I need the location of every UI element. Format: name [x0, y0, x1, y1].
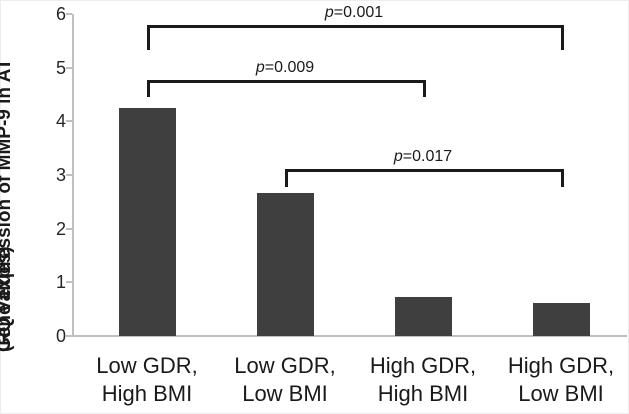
y-tick-label: 0: [55, 326, 66, 346]
bracket-1-left-drop: [147, 80, 150, 98]
category-label-line: Low BMI: [242, 381, 328, 406]
p-value-label-0: p=0.001: [324, 3, 384, 21]
category-label-line: Low BMI: [518, 381, 604, 406]
category-label-3: High GDR, Low BMI: [476, 352, 629, 408]
category-label-line: High BMI: [377, 381, 469, 406]
bracket-2-hline: [285, 168, 564, 172]
category-label-line: Low GDR,: [96, 353, 198, 378]
bar-1: [256, 192, 314, 336]
p-italic: p: [255, 59, 265, 76]
bracket-0-hline: [147, 24, 564, 28]
bracket-2-left-drop: [285, 168, 288, 188]
y-tick-label: 1: [55, 272, 66, 293]
bracket-2-right-drop: [561, 168, 564, 188]
y-tick-label: 5: [55, 57, 66, 78]
x-axis-line: [72, 335, 627, 337]
category-label-0: Low GDR, High BMI: [62, 352, 232, 408]
category-label-1: Low GDR, Low BMI: [200, 352, 370, 408]
bracket-0-right-drop: [561, 24, 564, 50]
p-value-label-2: p=0.017: [393, 147, 453, 165]
bar-0: [118, 107, 176, 336]
y-tick-label: 2: [55, 218, 66, 239]
category-label-line: High GDR,: [369, 353, 477, 378]
bar-2: [394, 296, 452, 336]
y-tick: [66, 12, 72, 15]
p-italic: p: [324, 3, 334, 21]
bracket-0-left-drop: [147, 24, 150, 50]
y-tick-label: 6: [55, 3, 66, 24]
category-label-line: Low GDR,: [234, 353, 336, 378]
p-italic: p: [393, 147, 403, 165]
bracket-1-right-drop: [423, 80, 426, 98]
y-tick: [66, 281, 72, 284]
y-tick: [66, 227, 72, 230]
category-label-line: High BMI: [101, 381, 193, 406]
y-tick: [66, 335, 72, 337]
category-label-line: High GDR,: [507, 353, 615, 378]
y-axis-line: [72, 14, 74, 336]
category-label-2: High GDR, High BMI: [338, 352, 508, 408]
y-tick-label: 4: [55, 111, 66, 132]
y-tick: [66, 66, 72, 69]
y-tick-label: 3: [55, 164, 66, 185]
y-tick: [66, 173, 72, 176]
bar-3: [532, 302, 590, 336]
bracket-1-hline: [147, 80, 426, 83]
y-tick: [66, 120, 72, 123]
p-value-label-1: p=0.009: [255, 59, 315, 76]
